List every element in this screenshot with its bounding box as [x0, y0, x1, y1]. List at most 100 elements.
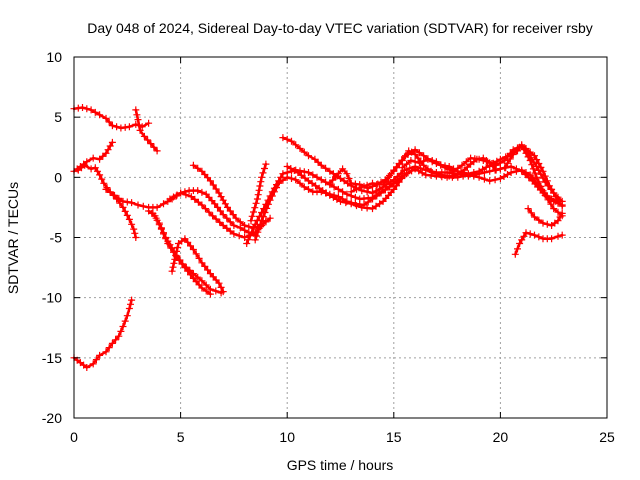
data-point-marker — [342, 199, 350, 207]
data-point-marker — [131, 229, 139, 237]
data-point-marker — [223, 214, 231, 222]
data-point-marker — [256, 212, 263, 220]
data-point-marker — [96, 111, 104, 119]
data-point-marker — [261, 165, 268, 172]
data-point-marker — [89, 360, 97, 368]
data-point-marker — [219, 196, 227, 204]
data-point-marker — [262, 200, 270, 208]
data-point-marker — [105, 118, 113, 126]
data-point-marker — [96, 171, 104, 179]
data-point-marker — [529, 175, 537, 182]
data-point-marker — [541, 178, 549, 186]
y-tick-label: 0 — [54, 169, 62, 185]
data-point-marker — [160, 200, 167, 208]
data-point-marker — [300, 183, 308, 191]
data-point-marker — [535, 178, 543, 186]
data-point-marker — [177, 189, 185, 197]
data-point-marker — [292, 176, 300, 184]
data-point-marker — [262, 218, 270, 226]
data-point-marker — [535, 216, 543, 224]
data-point-marker — [224, 203, 231, 211]
data-point-marker — [504, 153, 511, 161]
data-point-marker — [229, 211, 237, 219]
data-point-marker — [520, 146, 528, 154]
data-point-marker — [353, 185, 360, 193]
data-point-marker — [537, 182, 545, 190]
data-point-marker — [547, 200, 555, 208]
data-point-marker — [347, 179, 355, 187]
data-point-marker — [504, 171, 511, 178]
data-point-marker — [275, 177, 283, 185]
data-point-marker — [149, 209, 157, 217]
data-point-marker — [518, 166, 526, 174]
data-point-marker — [273, 181, 280, 189]
data-point-marker — [83, 158, 91, 166]
data-point-marker — [407, 157, 415, 164]
data-point-marker — [558, 231, 566, 239]
data-point-marker — [214, 203, 222, 211]
data-point-marker — [217, 283, 225, 291]
data-point-marker — [411, 158, 419, 166]
data-point-marker — [377, 188, 385, 196]
data-point-marker — [297, 171, 305, 179]
data-point-marker — [492, 161, 500, 169]
data-point-marker — [309, 171, 317, 179]
data-point-marker — [496, 165, 504, 173]
data-point-marker — [179, 260, 187, 268]
data-point-marker — [245, 223, 253, 231]
data-point-marker — [169, 263, 177, 271]
data-point-marker — [150, 143, 158, 151]
data-point-marker — [230, 222, 238, 229]
data-point-marker — [501, 157, 509, 164]
data-point-marker — [168, 244, 176, 252]
data-point-marker — [533, 173, 541, 181]
data-point-marker — [522, 149, 530, 157]
data-point-marker — [115, 332, 123, 340]
data-point-marker — [522, 229, 530, 237]
data-point-marker — [250, 208, 257, 216]
data-point-marker — [445, 166, 453, 173]
data-point-marker — [463, 163, 471, 171]
data-point-marker — [372, 202, 380, 210]
data-point-marker — [424, 155, 432, 163]
data-point-marker — [262, 160, 270, 168]
data-point-marker — [554, 217, 562, 225]
data-point-marker — [215, 279, 223, 287]
y-tick-label: 5 — [54, 109, 62, 125]
series-arc-18 — [347, 141, 566, 205]
data-point-marker — [189, 270, 197, 278]
data-point-marker — [418, 169, 426, 177]
data-point-marker — [139, 202, 147, 210]
data-point-marker — [260, 205, 268, 213]
data-point-marker — [127, 300, 134, 308]
data-point-marker — [221, 200, 229, 208]
data-point-marker — [182, 263, 190, 271]
data-point-marker — [219, 288, 227, 296]
series-arc-4 — [74, 161, 140, 241]
data-point-marker — [288, 137, 295, 145]
data-point-marker — [347, 188, 355, 196]
data-point-marker — [102, 149, 110, 157]
data-point-marker — [171, 255, 179, 263]
data-point-marker — [351, 193, 359, 201]
data-point-marker — [241, 234, 249, 241]
data-point-marker — [215, 189, 223, 197]
data-point-marker — [397, 169, 405, 177]
data-point-marker — [253, 216, 261, 224]
data-point-marker — [258, 173, 266, 181]
data-point-marker — [322, 164, 330, 172]
data-point-marker — [358, 183, 366, 191]
data-point-marker — [253, 195, 261, 203]
series-line — [72, 298, 133, 369]
data-point-marker — [518, 236, 526, 244]
data-point-marker — [198, 201, 206, 209]
data-point-marker — [96, 155, 104, 163]
data-point-marker — [251, 204, 259, 212]
data-point-marker — [153, 147, 161, 155]
data-point-marker — [424, 165, 432, 173]
data-point-marker — [526, 230, 534, 238]
series-arc-13 — [243, 166, 402, 247]
data-point-marker — [136, 126, 144, 134]
data-point-marker — [112, 336, 120, 344]
